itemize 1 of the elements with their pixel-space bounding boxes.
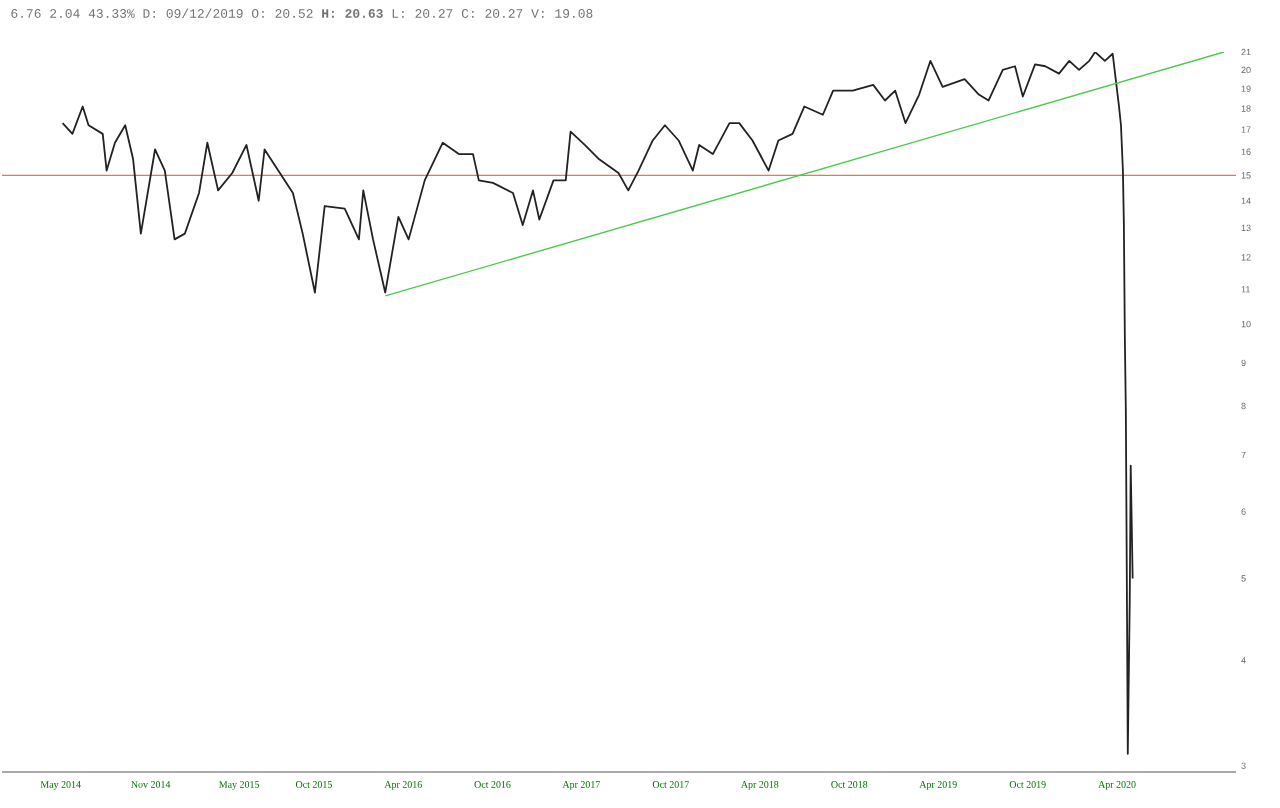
line-series bbox=[61, 51, 1134, 755]
